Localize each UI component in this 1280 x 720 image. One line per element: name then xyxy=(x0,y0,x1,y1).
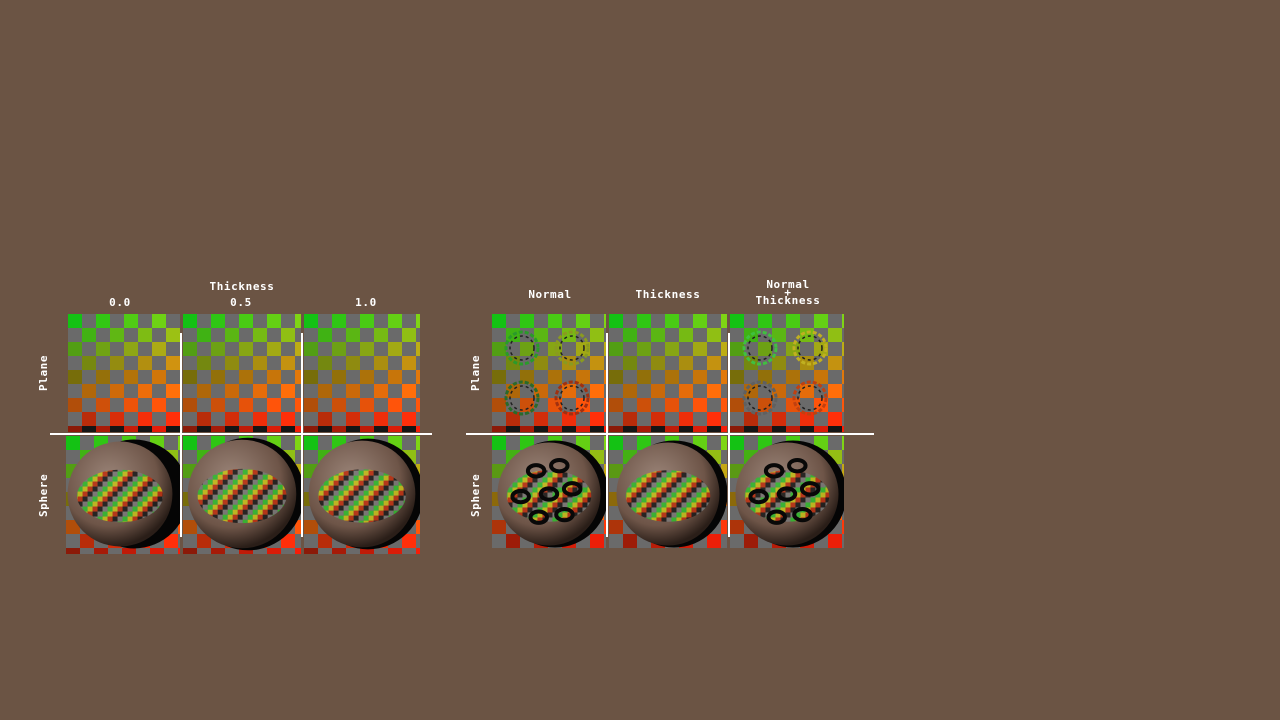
right-row-divider xyxy=(466,433,874,435)
right-plane-cell-normal-thickness xyxy=(730,314,844,432)
left-col-label-2: 1.0 xyxy=(355,296,377,309)
right-col-divider-1 xyxy=(606,333,608,537)
right-sphere-cell-normal-thickness xyxy=(730,436,844,548)
left-sphere-cell-0 xyxy=(66,436,180,554)
left-col-label-0: 0.0 xyxy=(109,296,131,309)
left-col-label-1: 0.5 xyxy=(230,296,252,309)
left-sphere-cell-1 xyxy=(183,436,301,554)
left-plane-cell-2 xyxy=(304,314,420,432)
right-plane-cell-normal xyxy=(492,314,606,432)
right-sphere-cell-normal xyxy=(492,436,606,548)
right-col-divider-2 xyxy=(728,333,730,537)
left-panel-title: Thickness xyxy=(209,280,275,293)
left-sphere-cell-2 xyxy=(304,436,420,554)
left-col-divider-2 xyxy=(301,333,303,537)
right-plane-cell-thickness xyxy=(609,314,727,432)
right-col-label-thickness: Thickness xyxy=(635,288,701,301)
right-sphere-cell-thickness xyxy=(609,436,727,548)
right-row-label-plane: Plane xyxy=(469,354,482,391)
right-col-label-normal: Normal xyxy=(528,288,572,301)
right-row-label-sphere: Sphere xyxy=(469,473,482,517)
left-row-label-sphere: Sphere xyxy=(37,473,50,517)
left-col-divider-1 xyxy=(180,333,182,537)
left-row-divider xyxy=(50,433,432,435)
left-row-label-plane: Plane xyxy=(37,354,50,391)
right-col-label-normal-thickness: Normal + Thickness xyxy=(755,278,821,307)
left-plane-cell-1 xyxy=(183,314,301,432)
left-plane-cell-0 xyxy=(68,314,180,432)
